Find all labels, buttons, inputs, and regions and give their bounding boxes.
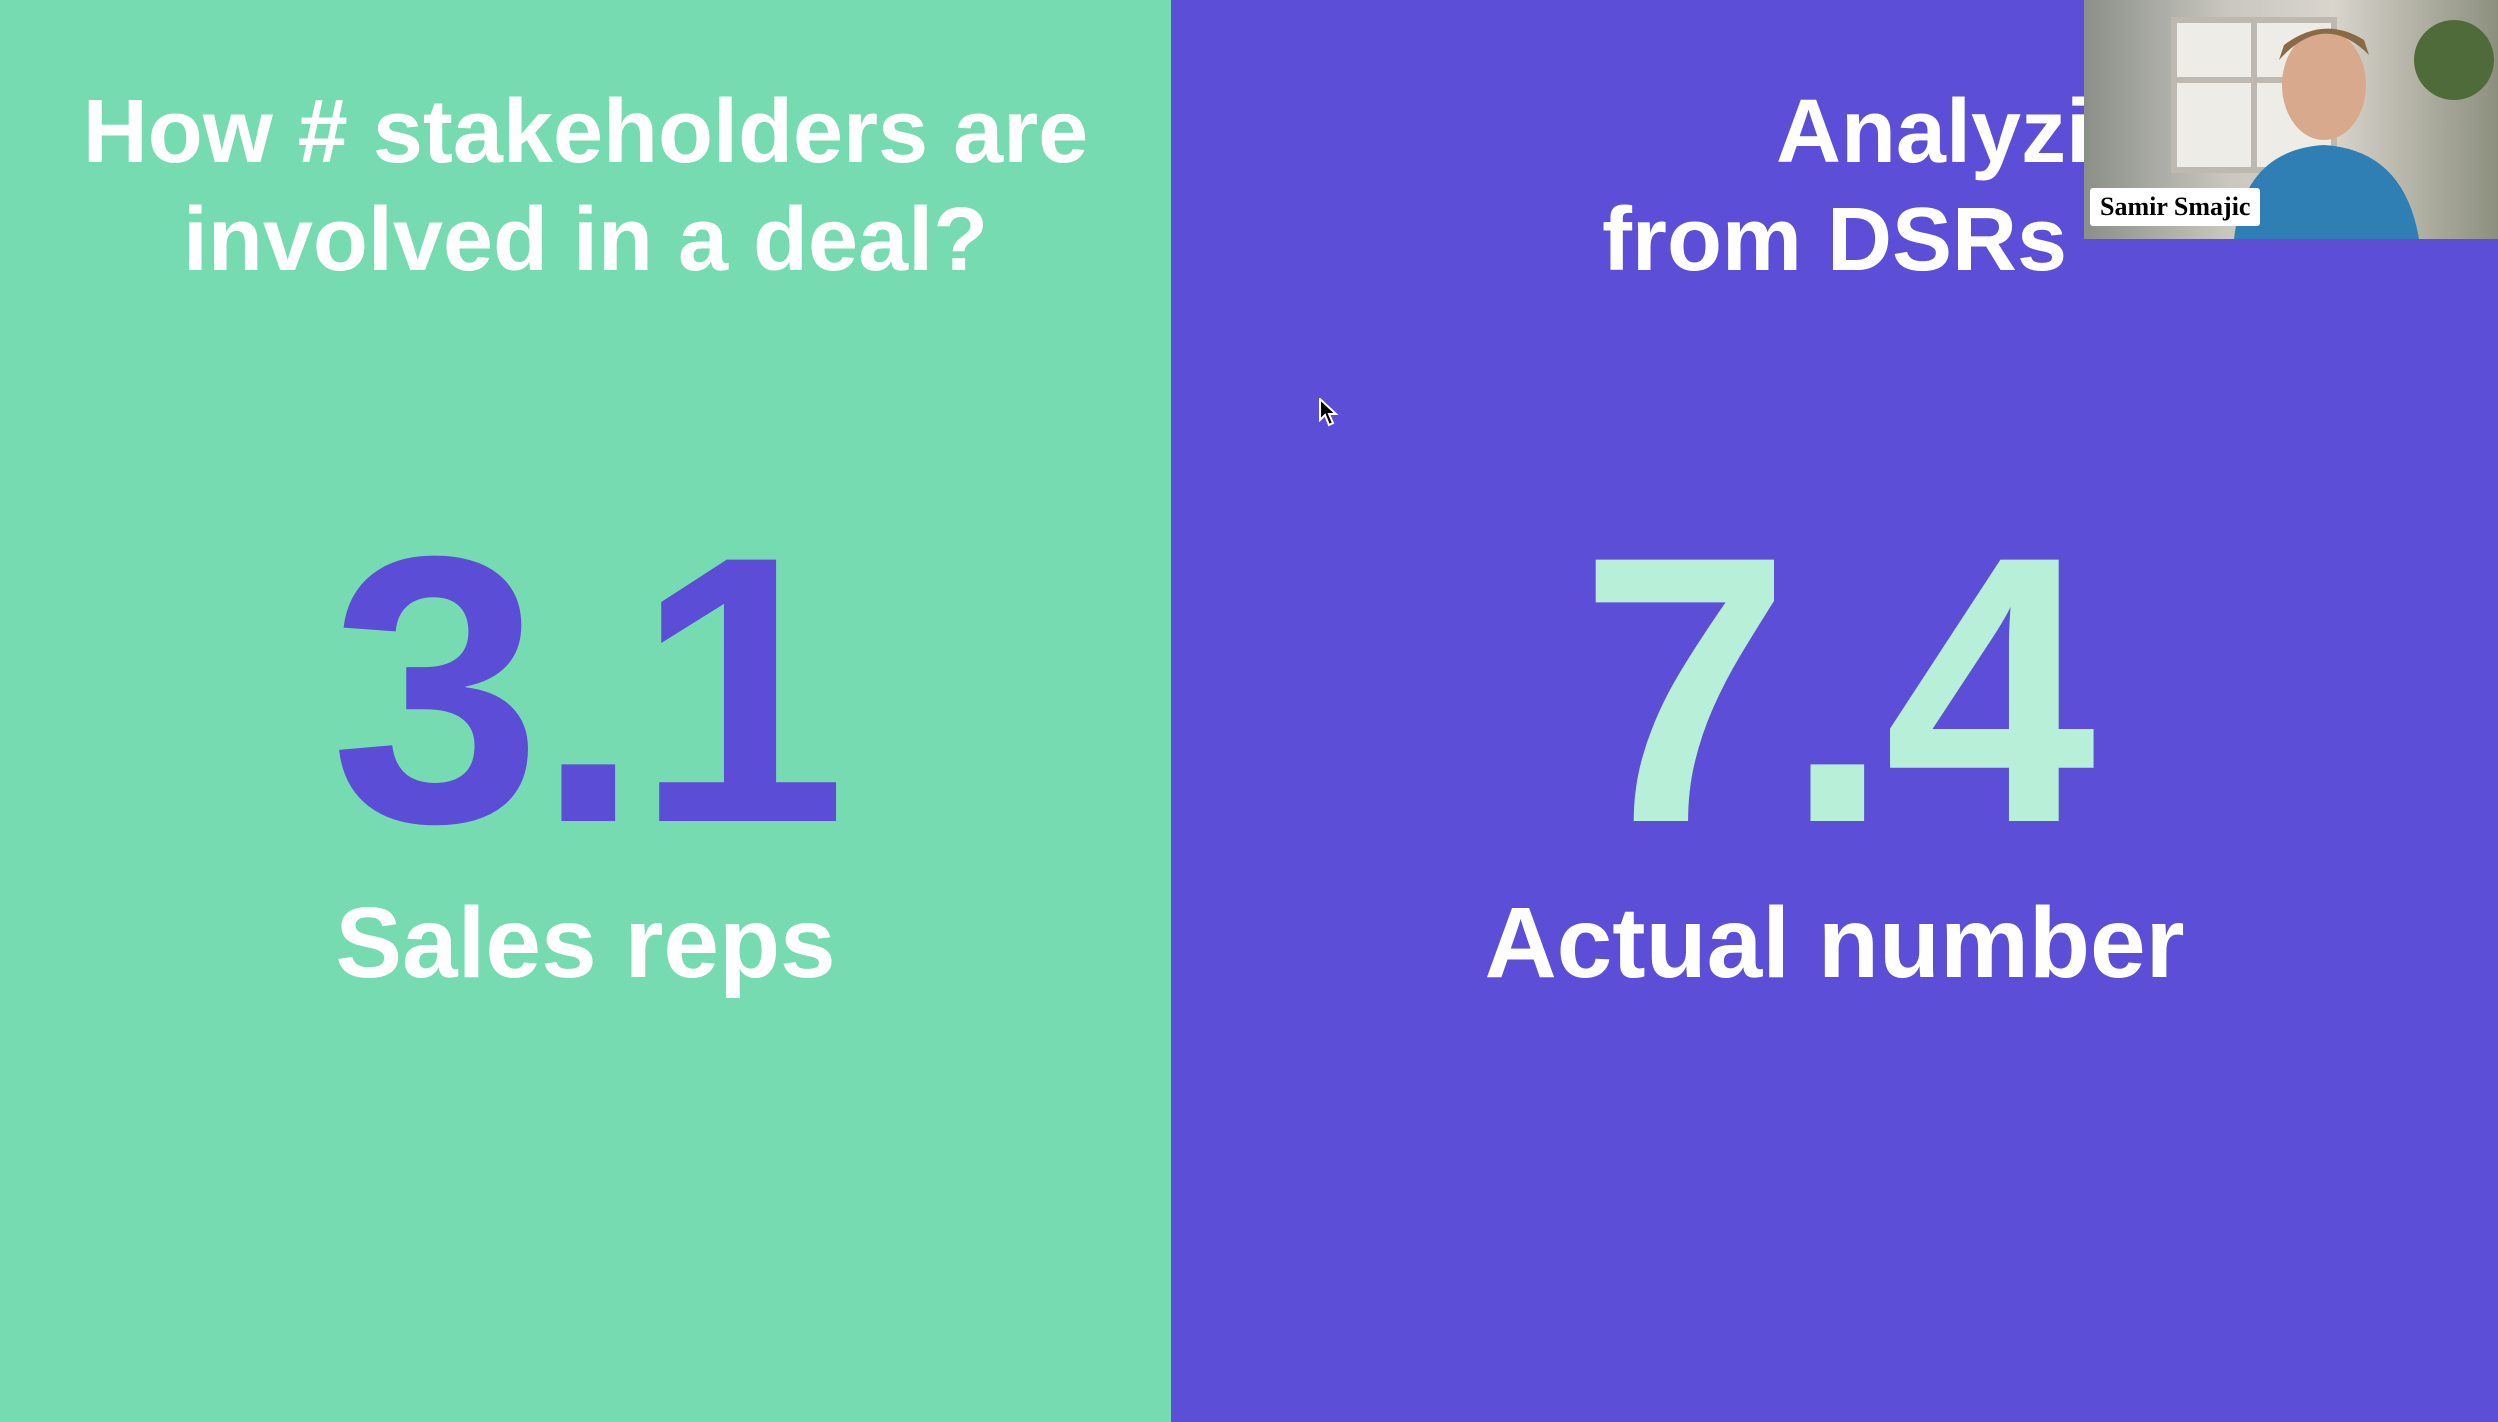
big-number: 3.1	[330, 477, 846, 902]
video-feed	[2171, 17, 2494, 239]
big-number: 7.4	[1579, 477, 2095, 902]
number-label: Actual number	[1484, 887, 2185, 999]
slide-title: involved in a deal?	[182, 190, 989, 290]
participant-name: Samir Smajic	[2090, 188, 2261, 226]
cursor	[1319, 398, 1339, 427]
slide-title: How # stakeholders are	[82, 82, 1089, 182]
slide-title: from DSRs	[1601, 190, 2068, 290]
number-label: Sales reps	[335, 887, 836, 999]
left-slide: How # stakeholders are involved in a dea…	[0, 0, 1171, 1422]
video-tile: Samir Smajic	[2084, 0, 2498, 239]
